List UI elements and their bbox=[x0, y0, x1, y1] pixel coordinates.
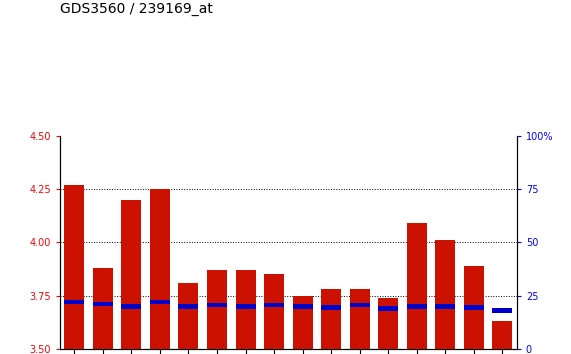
Bar bbox=[65, 185, 85, 349]
Bar bbox=[122, 200, 142, 349]
Bar bbox=[264, 303, 284, 308]
Bar bbox=[492, 321, 513, 349]
Bar bbox=[122, 304, 142, 309]
Bar bbox=[150, 299, 170, 304]
Bar bbox=[436, 240, 456, 349]
Bar bbox=[492, 308, 513, 313]
Bar bbox=[178, 283, 199, 349]
Bar bbox=[93, 302, 113, 307]
Bar bbox=[178, 304, 199, 309]
Bar bbox=[407, 223, 427, 349]
Bar bbox=[321, 289, 341, 349]
Bar bbox=[407, 304, 427, 309]
Bar bbox=[150, 189, 170, 349]
Bar bbox=[293, 296, 313, 349]
Bar bbox=[93, 268, 113, 349]
Bar bbox=[379, 306, 399, 311]
Bar bbox=[264, 274, 284, 349]
Bar bbox=[236, 304, 256, 309]
Bar bbox=[321, 305, 341, 310]
Bar bbox=[349, 303, 370, 308]
Bar bbox=[464, 266, 484, 349]
Bar bbox=[379, 298, 399, 349]
Bar bbox=[65, 299, 85, 304]
Bar bbox=[436, 304, 456, 309]
Bar bbox=[236, 270, 256, 349]
Bar bbox=[207, 270, 227, 349]
Bar bbox=[207, 303, 227, 308]
Bar bbox=[464, 305, 484, 310]
Text: GDS3560 / 239169_at: GDS3560 / 239169_at bbox=[60, 2, 213, 16]
Bar bbox=[293, 304, 313, 309]
Bar bbox=[349, 289, 370, 349]
